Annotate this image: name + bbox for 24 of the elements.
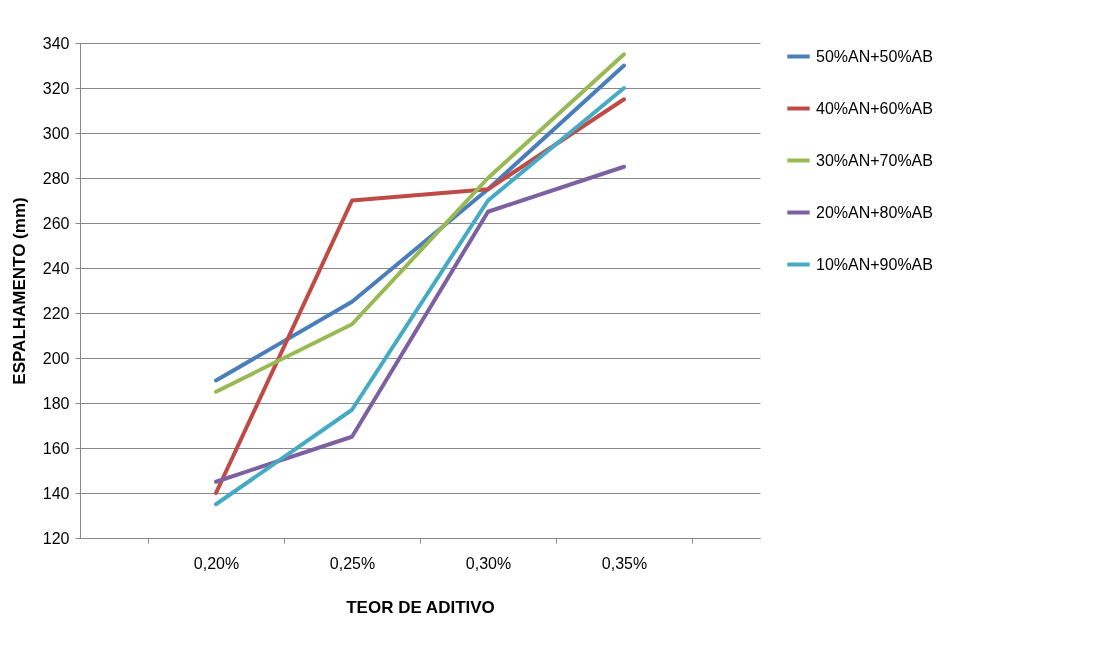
y-tick-label: 200 xyxy=(42,349,70,367)
y-tick-label: 140 xyxy=(42,484,70,502)
line-series xyxy=(214,164,626,484)
y-tick-label: 240 xyxy=(42,259,70,277)
y-tick-label: 220 xyxy=(42,304,70,322)
y-tick-label: 260 xyxy=(42,214,70,232)
y-tick-label: 120 xyxy=(42,529,70,547)
y-tick-label: 160 xyxy=(42,439,70,457)
x-tick-label: 0,35% xyxy=(601,554,648,572)
y-axis-title: ESPALHAMENTO (mm) xyxy=(9,197,29,385)
legend-label: 30%AN+70%AB xyxy=(816,151,933,169)
legend-label: 20%AN+80%AB xyxy=(816,203,933,221)
y-tick-label: 320 xyxy=(42,79,70,97)
y-tick-label: 280 xyxy=(42,169,70,187)
x-axis-title: TEOR DE ADITIVO xyxy=(346,597,495,617)
legend-label: 10%AN+90%AB xyxy=(816,255,933,273)
y-tick-label: 340 xyxy=(42,34,70,52)
legend-label: 40%AN+60%AB xyxy=(816,99,933,117)
x-tick-label: 0,25% xyxy=(329,554,376,572)
legend-label: 50%AN+50%AB xyxy=(816,47,933,65)
y-tick-label: 300 xyxy=(42,124,70,142)
x-tick-label: 0,30% xyxy=(465,554,512,572)
x-tick-label: 0,20% xyxy=(193,554,240,572)
y-tick-label: 180 xyxy=(42,394,70,412)
